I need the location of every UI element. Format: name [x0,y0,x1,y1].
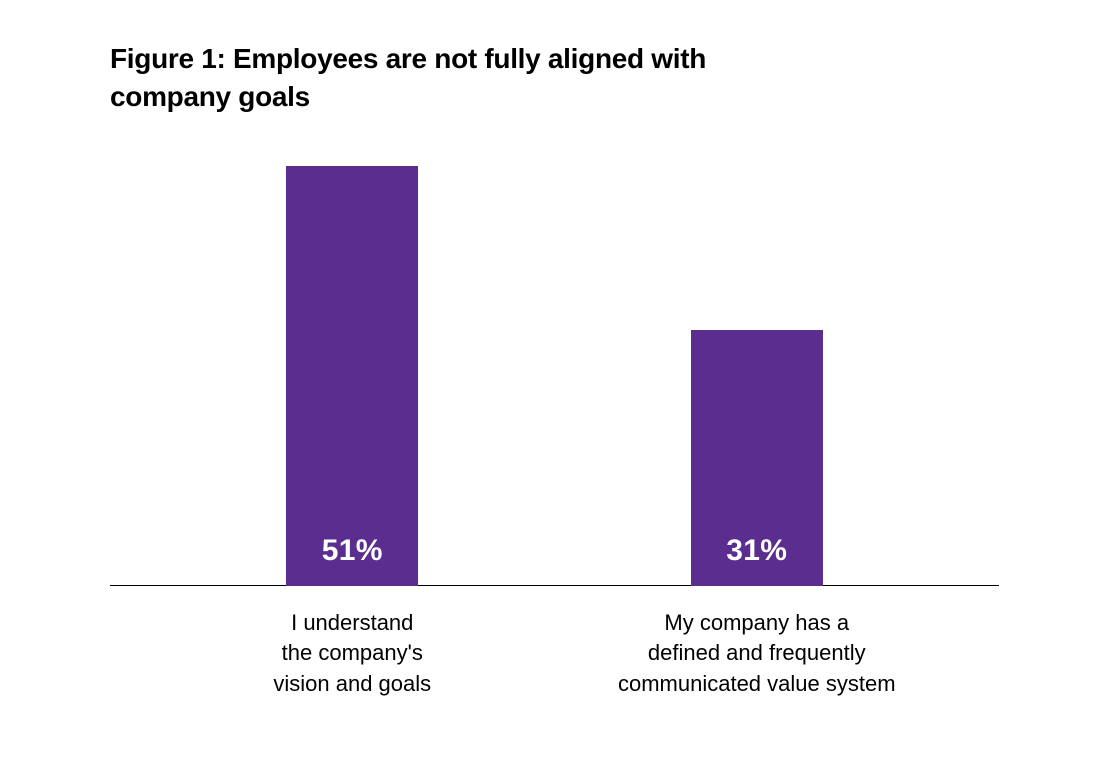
label-slot: I understandthe company'svision and goal… [150,608,555,700]
figure-container: Figure 1: Employees are not fully aligne… [0,0,1099,740]
bar-category-label: My company has adefined and frequentlyco… [618,608,896,700]
x-axis-line [110,585,999,586]
bar-value-system: 31% [691,330,823,585]
bar-slot: 31% [555,330,960,585]
labels-row: I understandthe company'svision and goal… [110,608,999,700]
figure-title: Figure 1: Employees are not fully aligne… [110,40,830,116]
chart-area: 51% 31% I understandthe company'svision … [110,166,999,700]
bar-value-label: 51% [322,534,383,586]
bar-value-label: 31% [726,534,787,586]
label-slot: My company has adefined and frequentlyco… [555,608,960,700]
bar-category-label: I understandthe company'svision and goal… [273,608,431,700]
bars-row: 51% 31% [110,166,999,586]
bar-understand-vision: 51% [286,166,418,586]
bar-slot: 51% [150,166,555,586]
